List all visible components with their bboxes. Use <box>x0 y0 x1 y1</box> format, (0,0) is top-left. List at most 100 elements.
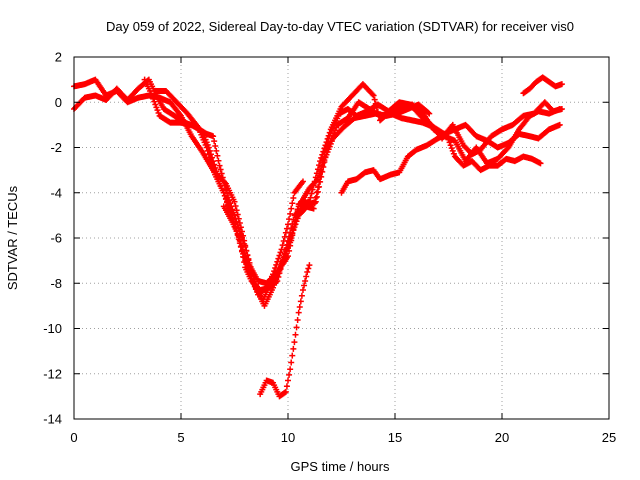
data-point <box>285 253 291 260</box>
y-tick-label: -14 <box>43 412 62 427</box>
data-point <box>282 388 289 395</box>
data-point <box>312 174 319 181</box>
data-point <box>444 133 451 140</box>
data-point <box>537 160 544 167</box>
data-point <box>446 139 453 146</box>
data-point <box>285 237 291 244</box>
data-point <box>287 229 294 236</box>
data-point <box>317 173 324 180</box>
data-point <box>226 203 233 210</box>
data-point <box>209 154 216 161</box>
data-point <box>303 273 310 280</box>
data-point <box>277 249 284 256</box>
data-point <box>151 98 158 105</box>
data-point <box>231 198 238 205</box>
data-point <box>218 170 225 177</box>
data-point <box>556 106 563 113</box>
data-point <box>293 324 300 331</box>
data-point <box>323 139 330 146</box>
data-point <box>288 225 295 232</box>
x-tick-label: 0 <box>70 430 77 445</box>
data-point <box>288 205 295 212</box>
x-tick-label: 25 <box>602 430 616 445</box>
data-point <box>216 162 223 169</box>
data-point <box>314 166 321 173</box>
data-point <box>448 145 455 152</box>
data-point <box>279 258 286 265</box>
series-6 <box>257 262 313 400</box>
data-point <box>301 282 308 289</box>
data-point <box>324 135 331 142</box>
data-point <box>426 110 433 117</box>
data-points <box>71 74 565 400</box>
data-point <box>287 366 294 373</box>
data-point <box>373 104 380 111</box>
x-tick-label: 15 <box>388 430 402 445</box>
series-1 <box>71 76 306 298</box>
data-point <box>236 220 243 227</box>
data-point <box>235 215 242 222</box>
y-tick-label: 0 <box>55 95 62 110</box>
data-point <box>299 287 306 294</box>
data-point <box>310 205 317 212</box>
data-point <box>369 91 376 98</box>
data-point <box>154 107 161 114</box>
series-3 <box>152 87 565 309</box>
series-8 <box>520 74 565 97</box>
data-point <box>213 168 220 175</box>
x-tick-label: 20 <box>495 430 509 445</box>
data-point <box>215 157 222 164</box>
data-point <box>556 121 563 128</box>
y-tick-label: -2 <box>50 140 62 155</box>
data-point <box>325 132 332 139</box>
data-point <box>290 195 297 202</box>
data-point <box>449 147 456 154</box>
data-point <box>220 189 227 196</box>
data-point <box>314 184 321 191</box>
data-point <box>149 93 156 100</box>
x-tick-label: 5 <box>177 430 184 445</box>
data-point <box>224 198 231 205</box>
data-point <box>306 262 313 269</box>
data-point <box>308 190 315 197</box>
data-point <box>322 142 329 149</box>
data-point <box>274 277 281 284</box>
data-point <box>281 389 288 396</box>
data-point <box>286 233 293 240</box>
data-point <box>291 339 298 346</box>
data-point <box>283 383 290 390</box>
data-point <box>238 228 245 235</box>
data-point <box>242 242 249 249</box>
series-5 <box>338 130 544 196</box>
data-point <box>371 96 378 103</box>
data-point <box>370 92 377 99</box>
data-point <box>305 265 312 272</box>
data-point <box>285 377 291 384</box>
data-point <box>273 261 280 268</box>
data-point <box>212 142 219 149</box>
data-point <box>280 254 287 261</box>
data-point <box>210 158 217 165</box>
data-point <box>290 345 297 352</box>
data-point <box>297 298 304 305</box>
data-point <box>222 195 229 202</box>
data-point <box>213 147 220 154</box>
data-point <box>445 136 452 143</box>
data-point <box>206 147 213 154</box>
data-point <box>240 253 247 260</box>
data-point <box>153 104 160 111</box>
data-point <box>212 164 219 171</box>
data-point <box>210 133 217 140</box>
y-axis-label: SDTVAR / TECUs <box>5 185 20 290</box>
y-axis: 2 0 -2 -4 -6 -8 -10 -12 -14 <box>43 50 609 427</box>
data-point <box>244 252 251 259</box>
data-point <box>275 255 282 262</box>
data-point <box>236 238 243 245</box>
data-point <box>317 158 324 165</box>
data-point <box>238 248 245 255</box>
data-point <box>273 278 280 285</box>
data-point <box>286 371 293 378</box>
data-point <box>321 145 328 152</box>
